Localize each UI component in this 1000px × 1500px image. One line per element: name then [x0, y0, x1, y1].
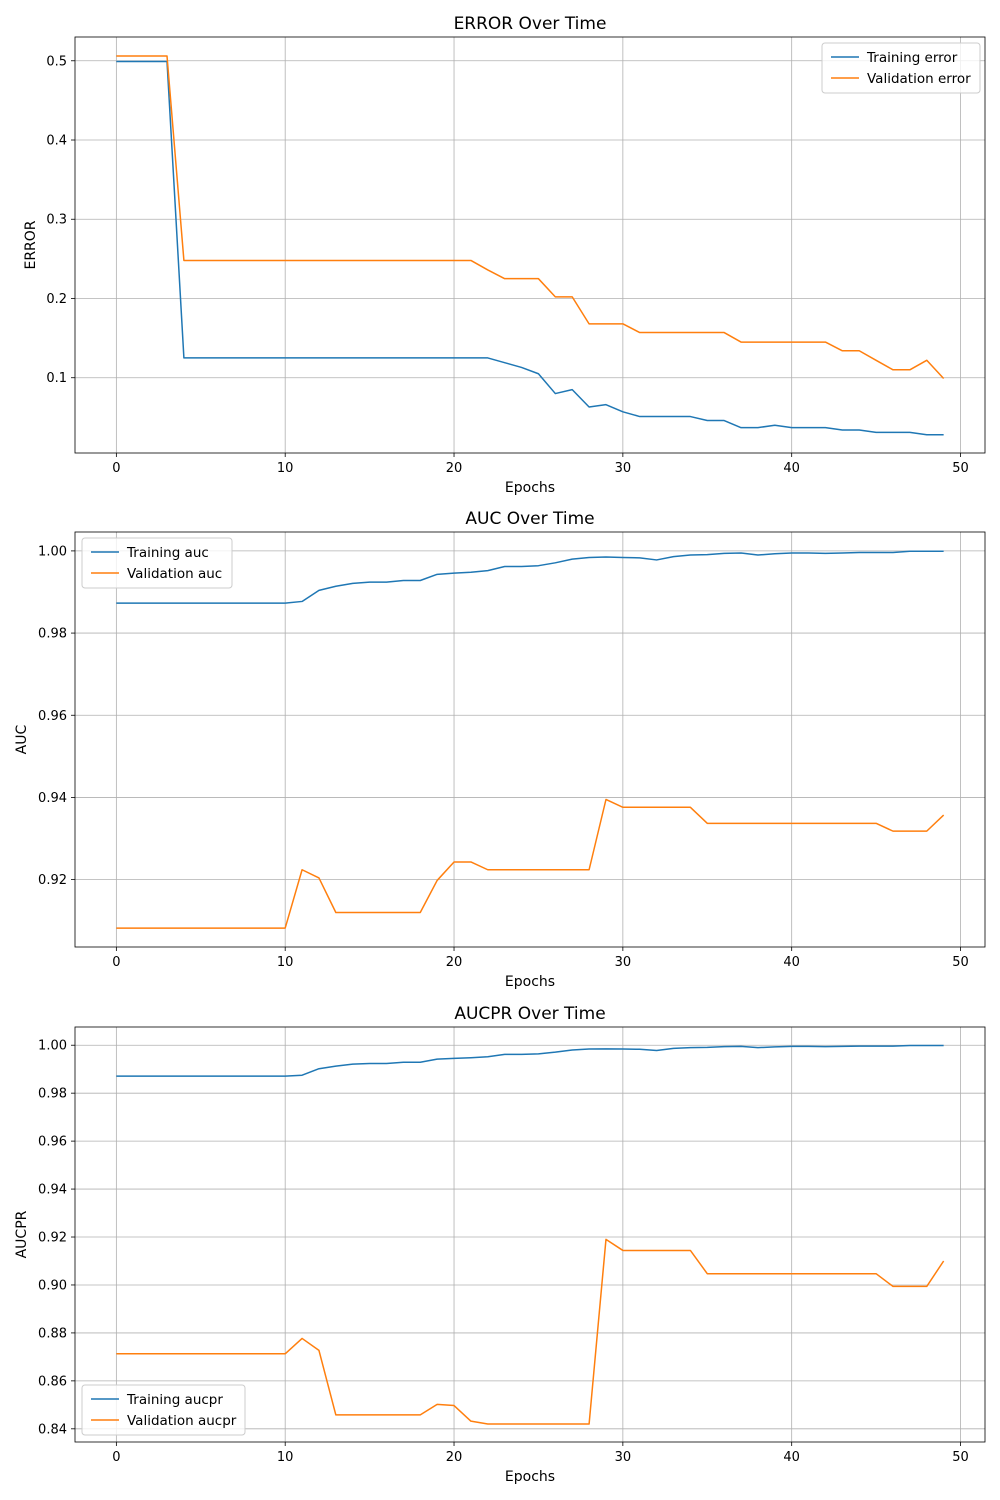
series-line-training [116, 60, 944, 436]
x-tick-label: 50 [952, 1450, 969, 1465]
legend: Training error Validation error [821, 42, 981, 94]
series-line-training [116, 550, 944, 604]
series-line-training [116, 1044, 944, 1077]
series-line-validation [116, 1238, 945, 1425]
series-line-validation [116, 798, 945, 929]
x-tick-label: 0 [112, 1450, 120, 1465]
legend-entry: Training error [866, 50, 958, 66]
y-tick-label: 0.94 [38, 791, 67, 806]
legend: Training auc Validation auc [81, 537, 233, 589]
chart-title: ERROR Over Time [454, 14, 607, 34]
legend-box [81, 1384, 246, 1436]
legend-box [81, 537, 233, 589]
chart-title: AUCPR Over Time [454, 1004, 605, 1024]
x-tick-label: 50 [952, 955, 969, 970]
plot-area [75, 37, 985, 453]
x-axis-label: Epochs [505, 974, 555, 990]
x-tick-label: 0 [112, 461, 120, 476]
legend-entry: Training aucpr [126, 1392, 223, 1408]
axes-frame [74, 36, 986, 454]
y-tick-label: 0.84 [38, 1422, 67, 1437]
y-tick-label: 0.92 [38, 1231, 67, 1246]
series-line-validation [116, 55, 945, 380]
x-axis-label: Epochs [505, 480, 555, 496]
x-tick-label: 40 [783, 461, 800, 476]
x-axis-label: Epochs [505, 1469, 555, 1485]
legend-entry: Validation error [867, 71, 971, 87]
x-tick-label: 40 [783, 1450, 800, 1465]
y-tick-label: 0.88 [38, 1326, 67, 1341]
y-tick-label: 0.3 [46, 213, 67, 228]
y-tick-label: 0.98 [38, 627, 67, 642]
y-tick-label: 1.00 [38, 1039, 67, 1054]
y-tick-label: 0.4 [46, 134, 67, 149]
x-tick-label: 30 [615, 1450, 632, 1465]
chart-panel-0: 0 10 20 30 40 50 0.1 0.2 0.3 0.4 0.5 ERROR Over Tim… [23, 14, 986, 496]
y-tick-label: 0.94 [38, 1183, 67, 1198]
y-tick-label: 0.86 [38, 1374, 67, 1389]
y-tick-label: 0.96 [38, 1135, 67, 1150]
y-tick-label: 0.2 [46, 292, 67, 307]
y-tick-label: 1.00 [38, 544, 67, 559]
axes-frame [74, 1026, 986, 1443]
x-tick-label: 10 [277, 461, 294, 476]
x-tick-label: 10 [277, 1450, 294, 1465]
y-tick-label: 0.96 [38, 709, 67, 724]
x-tick-label: 40 [783, 955, 800, 970]
plot-area [75, 532, 985, 947]
y-tick-label: 0.92 [38, 873, 67, 888]
x-tick-label: 20 [446, 955, 463, 970]
x-tick-label: 20 [446, 461, 463, 476]
legend: Training aucpr Validation aucpr [81, 1384, 246, 1436]
legend-entry: Training auc [126, 545, 209, 561]
y-axis-label: AUCPR [14, 1210, 30, 1258]
axes-frame [74, 531, 986, 948]
y-tick-label: 0.98 [38, 1087, 67, 1102]
legend-entry: Validation auc [127, 566, 222, 582]
y-axis-label: AUC [14, 724, 30, 754]
y-tick-label: 0.90 [38, 1278, 67, 1293]
y-tick-label: 0.1 [46, 371, 67, 386]
y-tick-label: 0.5 [46, 54, 67, 69]
plot-area [75, 1027, 985, 1442]
legend-box [821, 42, 981, 94]
x-tick-label: 30 [615, 461, 632, 476]
x-tick-label: 30 [615, 955, 632, 970]
x-tick-label: 10 [277, 955, 294, 970]
x-tick-label: 50 [952, 461, 969, 476]
chart-panel-1: 0 10 20 30 40 50 0.92 0.94 0.96 0.98 1.00 AUC Over … [14, 509, 986, 990]
x-tick-label: 20 [446, 1450, 463, 1465]
x-tick-label: 0 [112, 955, 120, 970]
y-axis-label: ERROR [23, 220, 39, 269]
legend-entry: Validation aucpr [127, 1413, 237, 1429]
chart-panel-2: 0 10 20 30 40 50 0.84 0.86 0.88 0.90 0.92 0.94 0.96 0… [14, 1004, 986, 1485]
chart-title: AUC Over Time [465, 509, 594, 529]
